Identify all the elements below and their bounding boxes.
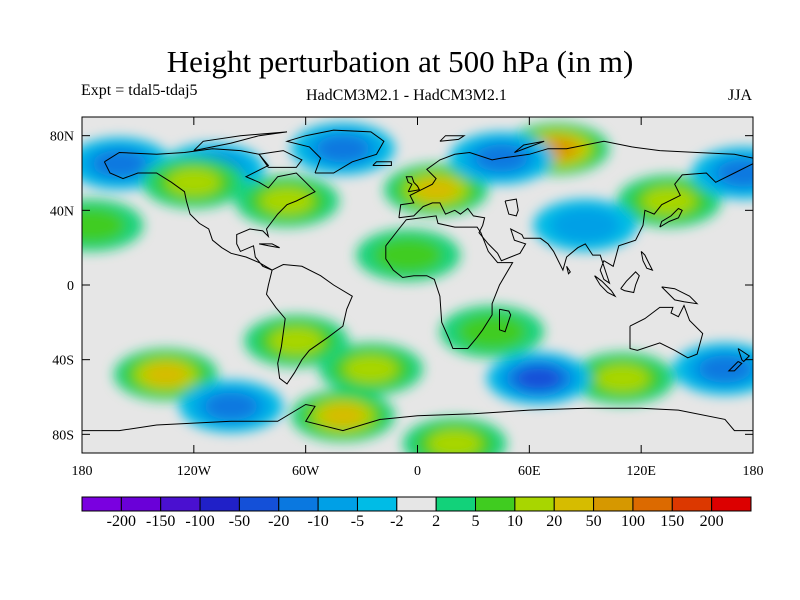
coastline-antarctica: [82, 403, 753, 432]
season-label: JJA: [728, 87, 753, 104]
colorbar-label-5: -10: [307, 513, 329, 530]
coastline-svalbard: [439, 135, 466, 142]
colorbar-label-2: -100: [185, 513, 215, 530]
colorbar-label-8: 2: [432, 513, 441, 530]
lon-tick-label-4: 60E: [518, 464, 541, 479]
anomaly-contour-5-2: [167, 168, 221, 197]
anomaly-contour-16-2: [596, 364, 649, 393]
colorbar-swatch-15: [671, 496, 713, 512]
anomaly-contour-13-2: [269, 327, 323, 355]
colorbar-label-13: 100: [620, 513, 645, 530]
colorbar-swatch-14: [632, 496, 673, 512]
lon-tick-label-6: 180: [743, 464, 764, 479]
coastline-philippines: [640, 251, 654, 271]
coastline-sri-lanka: [566, 266, 571, 275]
lon-tick-label-5: 120E: [626, 464, 656, 479]
lat-tick-label-0: 80N: [50, 130, 74, 145]
colorbar-swatch-12: [553, 496, 595, 512]
axis-ticks: 80N 40N 0 40S 80S 180 120W 60W 0 60E 120E 180: [50, 117, 764, 479]
anomaly-field: [82, 117, 753, 453]
colorbar-swatch-13: [593, 496, 634, 512]
anomaly-contour-17-2: [204, 392, 258, 421]
colorbar-label-6: -5: [350, 513, 365, 530]
lon-tick-label-0: 180: [72, 464, 93, 479]
coastline-madagascar: [499, 308, 512, 333]
coastline-borneo: [620, 271, 640, 294]
colorbar-swatch-11: [514, 496, 555, 512]
coastlines: [82, 129, 753, 432]
anomaly-contour-8-1: [82, 207, 126, 243]
colorbar-swatch-1: [120, 496, 162, 512]
anomaly-contour-11-1: [550, 207, 620, 243]
lat-tick-label-1: 40N: [50, 204, 74, 219]
colorbar-label-9: 5: [471, 513, 480, 530]
anomaly-contour-15-1: [457, 314, 527, 350]
coastline-iceland: [372, 161, 392, 166]
colorbar-label-7: -2: [390, 513, 404, 530]
colorbar-label-12: 50: [585, 513, 602, 530]
coastline-south-america: [265, 263, 353, 385]
coastline-arctic-islands: [193, 131, 288, 152]
lat-tick-label-2: 0: [67, 279, 74, 294]
colorbar-swatch-9: [435, 496, 477, 512]
lon-tick-label-3: 0: [414, 464, 421, 479]
coastline-new-guinea: [661, 286, 699, 305]
anomaly-contour-20-2: [428, 429, 482, 453]
colorbar-swatch-5: [278, 496, 319, 512]
lon-tick-label-1: 120W: [177, 464, 212, 479]
colorbar-label-11: 20: [546, 513, 563, 530]
colorbar-label-15: 200: [699, 513, 724, 530]
lat-tick-label-4: 80S: [52, 428, 74, 443]
coastline-caspian: [504, 198, 519, 217]
coastline-new-zealand: [737, 348, 751, 363]
colorbar-label-1: -150: [146, 513, 176, 530]
coastline-north-america: [103, 148, 316, 271]
chart-title: Height perturbation at 500 hPa (in m): [166, 44, 634, 79]
colorbar-swatch-16: [711, 496, 752, 512]
colorbar-label-3: -50: [228, 513, 251, 530]
colorbar-swatch-4: [238, 496, 280, 512]
colorbar-swatch-10: [475, 496, 516, 512]
colorbar-label-0: -200: [106, 513, 137, 530]
coastline-australia: [629, 304, 704, 359]
coastline-uk: [405, 176, 421, 193]
coastline-new-zealand-south: [727, 361, 743, 372]
anomaly-contour-22-2: [717, 159, 753, 187]
colorbar-swatch-2: [160, 496, 201, 512]
colorbar-label-10: 10: [506, 513, 523, 530]
colorbar-swatch-8: [396, 496, 437, 512]
colorbar-swatch-0: [81, 496, 122, 512]
colorbar: [81, 496, 752, 512]
coastline-greenland: [285, 129, 385, 174]
coastline-eurasia: [398, 140, 753, 285]
anomaly-contour-6-2: [260, 187, 314, 215]
model-label: HadCM3M2.1 - HadCM3M2.1: [306, 87, 507, 104]
lon-tick-label-2: 60W: [292, 464, 320, 479]
coastline-sumatra: [594, 275, 617, 298]
colorbar-label-14: 150: [660, 513, 685, 530]
coastline-novaya-zemlya: [514, 140, 545, 153]
anomaly-contour-14-2: [344, 355, 398, 383]
anomaly-contour-4-3: [414, 178, 459, 202]
coastline-cuba: [258, 243, 280, 249]
anomaly-contour-18-3: [516, 366, 561, 390]
coastline-africa: [385, 215, 514, 349]
anomaly-contour-21-2: [698, 355, 752, 383]
experiment-label: Expt = tdal5-tdaj5: [81, 82, 198, 99]
colorbar-label-4: -20: [268, 513, 290, 530]
anomaly-contour-2-2: [316, 134, 370, 163]
coastline-japan: [659, 207, 683, 228]
coastline-baffin: [258, 150, 303, 168]
anomaly-contour-1-2: [92, 149, 146, 178]
anomaly-contour-9-1: [373, 237, 443, 273]
anomaly-contour-12-3: [143, 362, 188, 387]
anomaly-contour-19-3: [320, 404, 365, 428]
lat-tick-label-3: 40S: [52, 354, 74, 369]
colorbar-swatch-3: [199, 496, 240, 512]
colorbar-swatch-7: [356, 496, 398, 512]
colorbar-swatch-6: [317, 496, 358, 512]
